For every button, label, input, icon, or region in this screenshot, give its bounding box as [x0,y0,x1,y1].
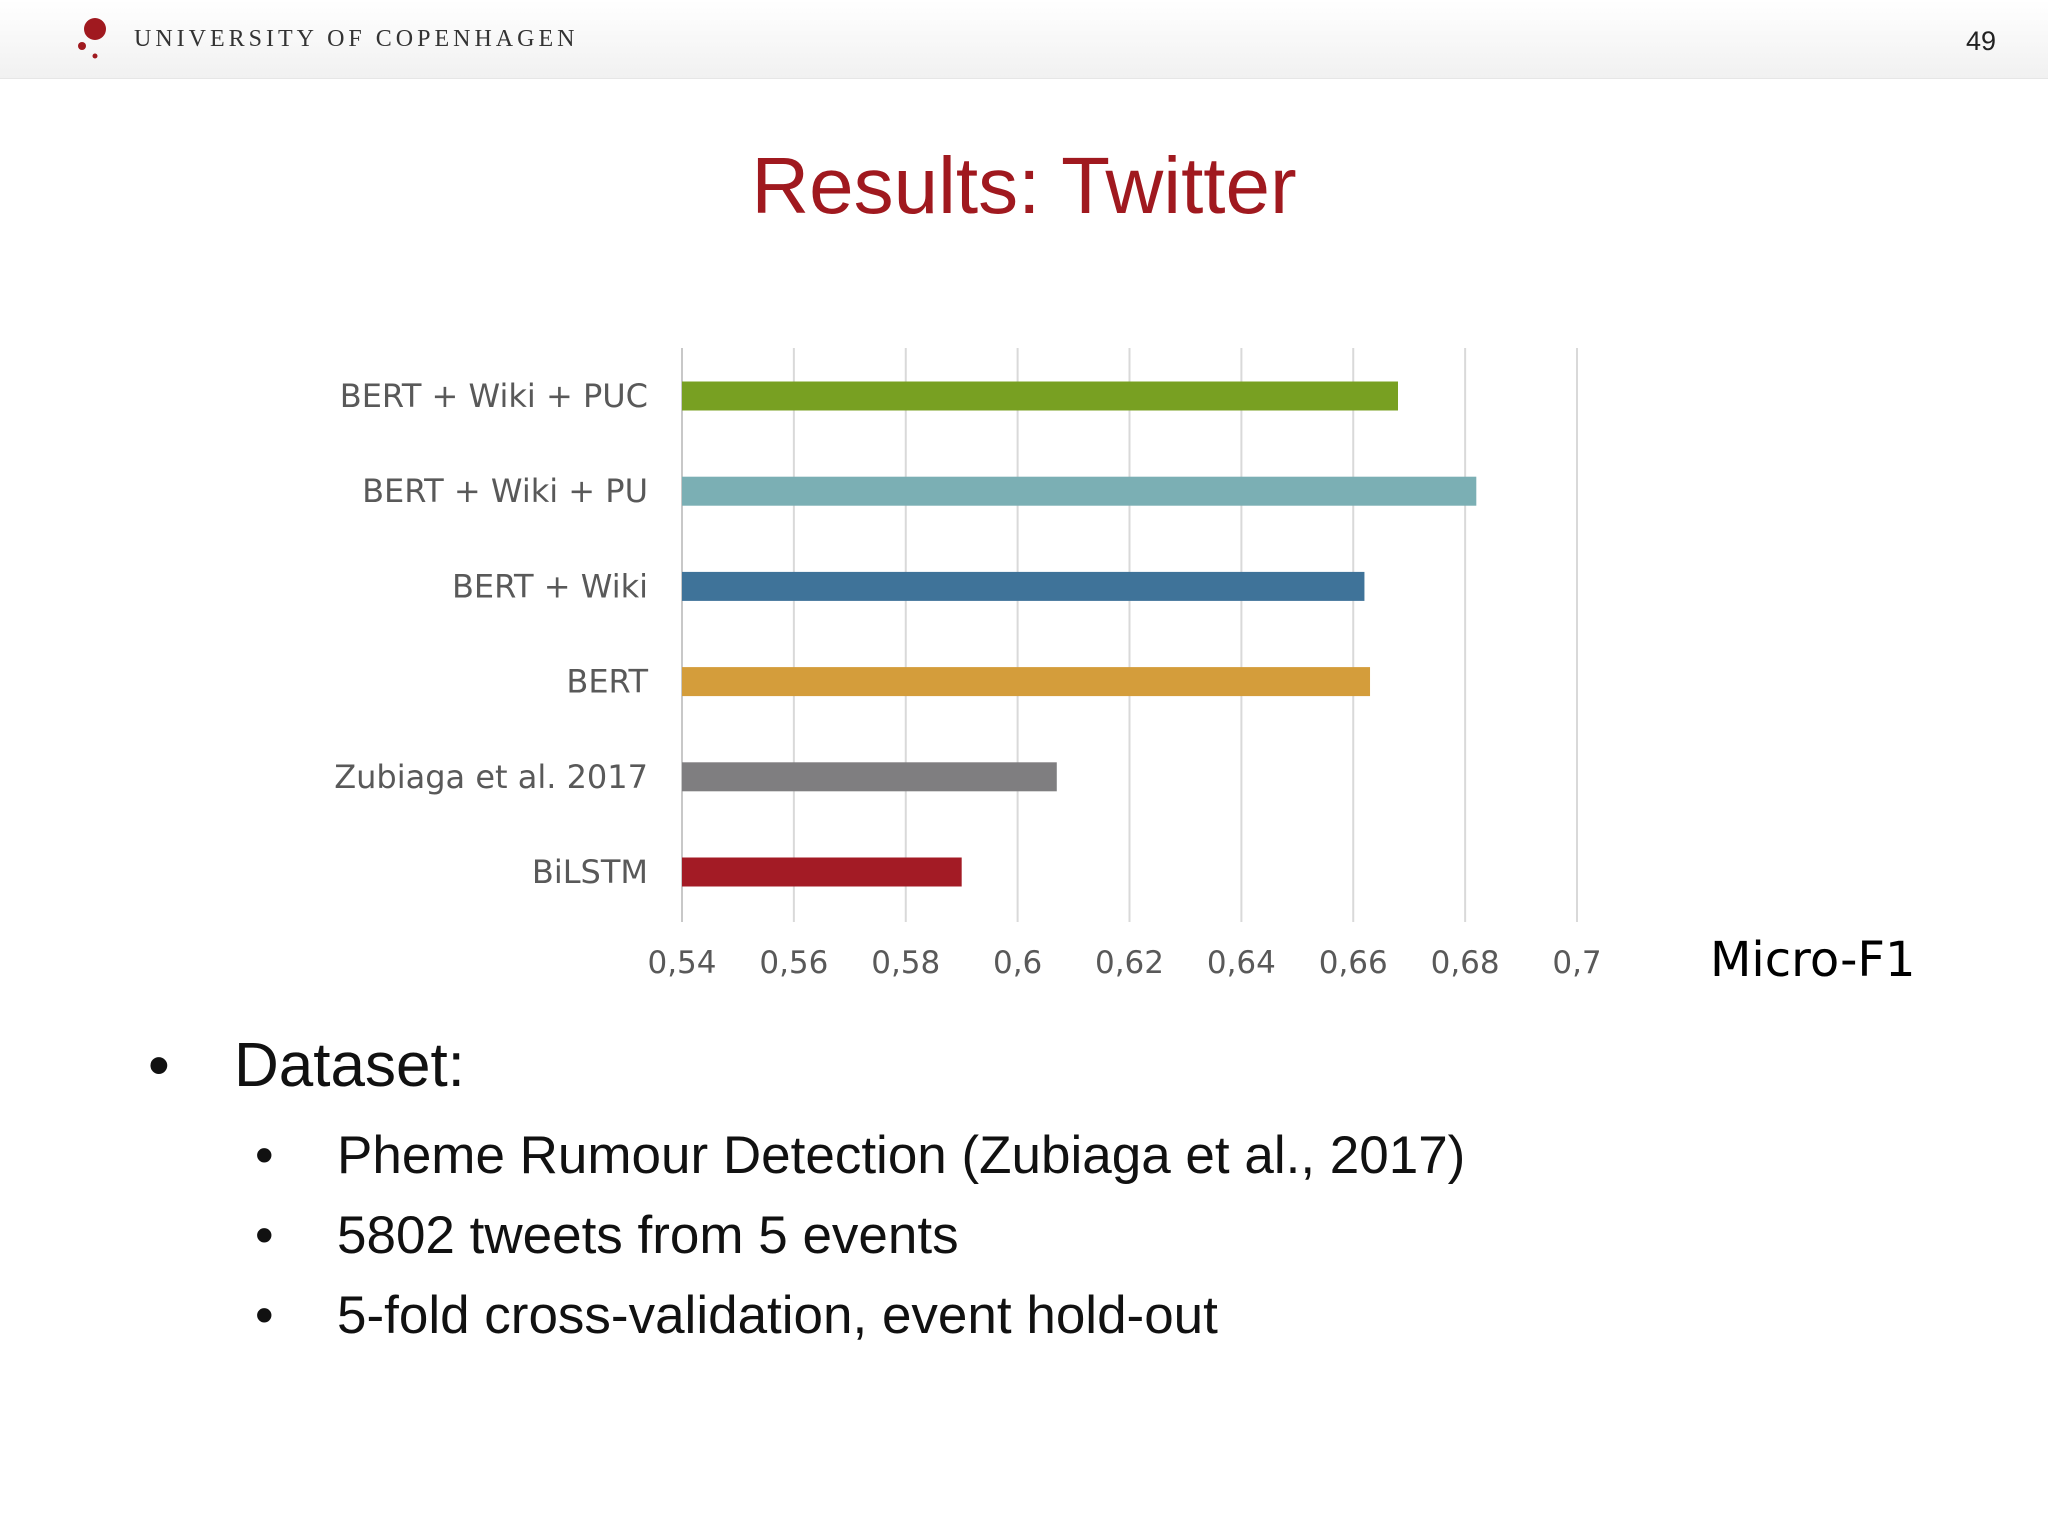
bar [682,381,1398,411]
bullet-marker: • [255,1206,274,1265]
category-label: BERT [566,663,648,701]
bullet-heading-text: Dataset: [234,1031,465,1100]
category-label: BERT + Wiki + PUC [340,377,648,415]
slide-title: Results: Twitter [751,141,1297,230]
x-tick-label: 0,68 [1431,945,1500,981]
x-tick-label: 0,66 [1319,945,1388,981]
x-axis-title: Micro-F1 [1710,932,1916,988]
x-tick-label: 0,56 [759,945,828,981]
sub-bullet-text: 5802 tweets from 5 events [337,1206,959,1265]
x-tick-label: 0,7 [1552,945,1601,981]
page-number: 49 [1965,26,1996,56]
category-label: Zubiaga et al. 2017 [334,758,648,796]
bar [682,857,962,887]
sub-bullet-text: 5-fold cross-validation, event hold-out [337,1286,1218,1345]
bullet-marker: • [255,1126,274,1185]
x-tick-label: 0,6 [993,945,1042,981]
bar [682,762,1057,792]
slide-header: UNIVERSITY OF COPENHAGEN 49 [0,0,2048,79]
x-tick-label: 0,62 [1095,945,1164,981]
bar [682,571,1365,601]
bullet-marker: • [255,1286,274,1345]
category-label: BiLSTM [532,853,648,891]
x-tick-label: 0,58 [871,945,940,981]
bar [682,667,1371,697]
bullet-marker: • [148,1031,170,1100]
x-tick-label: 0,54 [647,945,716,981]
university-name: UNIVERSITY OF COPENHAGEN [134,26,579,52]
university-seal-icon [78,18,106,59]
sub-bullet-text: Pheme Rumour Detection (Zubiaga et al., … [337,1126,1466,1185]
category-label: BERT + Wiki [452,567,648,605]
bar-chart: 0,54 0,56 0,58 0,6 0,62 0,64 0,66 0,68 0,7 BERT +… [334,348,1916,988]
bar [682,476,1477,506]
x-tick-label: 0,64 [1207,945,1276,981]
category-label: BERT + Wiki + PU [362,472,648,510]
